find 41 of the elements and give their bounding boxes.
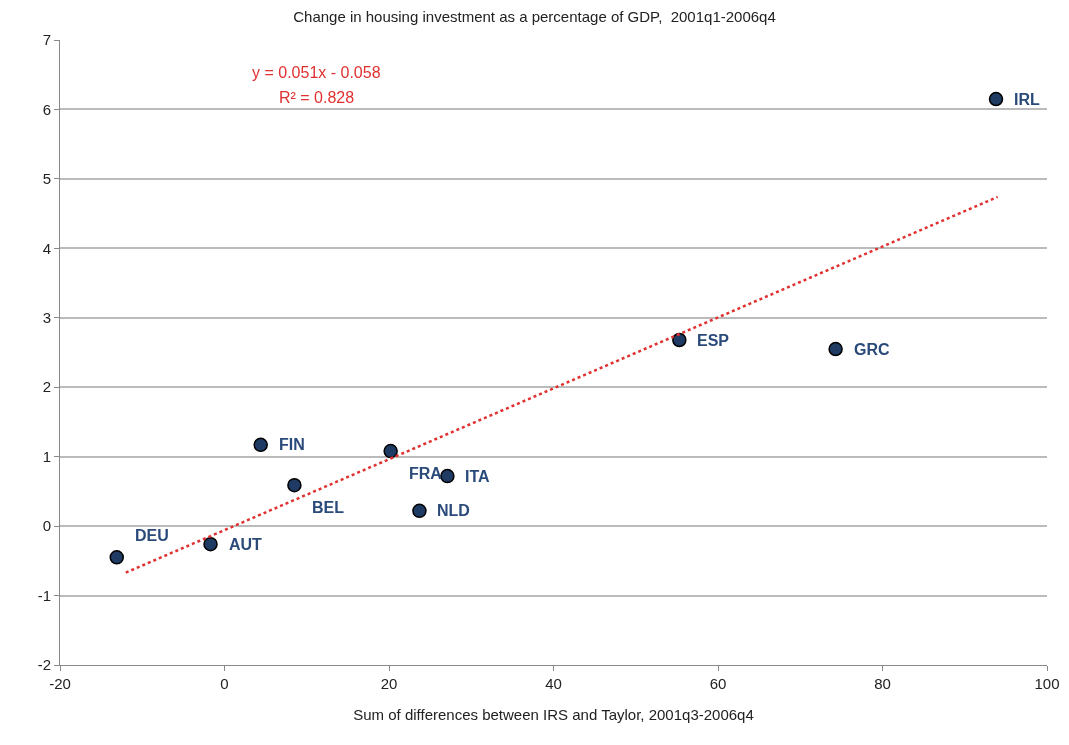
point [988,91,1004,107]
y-tick-label: 7 [42,31,51,49]
y-tick-label: 5 [42,170,51,188]
point [672,332,687,348]
point [383,443,398,459]
annotation: IRL [1014,91,1040,108]
annotation: BEL [312,499,345,516]
y-tick-label: -2 [37,656,51,674]
x-tick-label: 40 [545,675,562,692]
annotation: FRA [409,465,443,482]
y-tick-label: -1 [37,586,51,604]
point [203,536,218,552]
point [287,477,302,493]
x-tick-label: 60 [709,675,727,692]
annotation: NLD [437,502,470,519]
point [253,437,268,453]
y-tick-label: 0 [42,517,51,535]
x-tick-label: 100 [1034,675,1060,692]
point [109,550,124,565]
annotation: GRC [854,341,890,358]
y-tick-label: 6 [42,100,51,118]
x-tick-label: 80 [874,675,891,692]
annotation: DEU [135,527,169,544]
x-tick-label: 20 [380,675,398,692]
x-tick-label: 0 [220,675,229,692]
x-tick-label: -20 [49,675,71,692]
x-axis-title: Sum of differences between IRS and Taylor, 2001q3-2006q4 [353,706,754,723]
chart-title: Change in housing investment as a percentage of GDP, 2001q1-2006q4 [293,7,776,25]
annotation: FIN [279,436,305,453]
annotation: y = 0.051x - 0.058 [252,64,381,81]
annotation: ESP [697,332,730,349]
annotation: ITA [465,468,491,485]
y-tick-label: 1 [42,447,51,465]
annotation: R² = 0.828 [279,89,355,106]
annotation: AUT [229,536,263,553]
point [828,341,843,357]
y-tick-label: 2 [42,378,51,396]
y-tick-label: 4 [42,239,51,257]
y-tick-label: 3 [42,309,51,327]
point [440,468,455,484]
point [412,503,427,519]
